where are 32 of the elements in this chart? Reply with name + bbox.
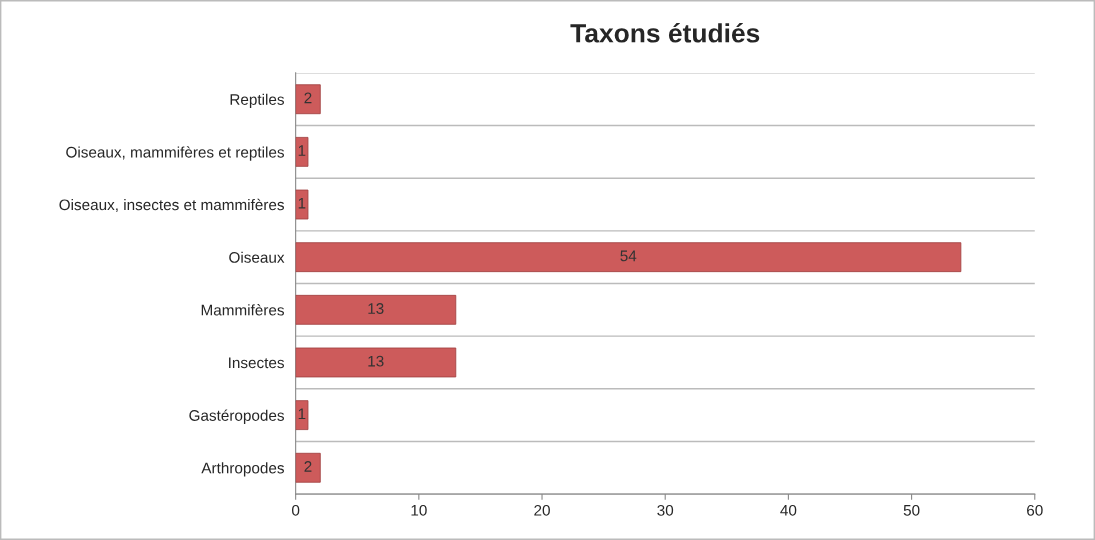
y-tick-label: Gastéropodes bbox=[189, 409, 284, 424]
data-label: 2 bbox=[304, 461, 312, 472]
bar bbox=[295, 452, 321, 483]
bar bbox=[295, 294, 457, 325]
bar bbox=[295, 242, 962, 273]
x-tick-label: 10 bbox=[411, 504, 427, 516]
y-tick-label: Oiseaux, insectes et mammifères bbox=[59, 198, 284, 213]
bar bbox=[295, 84, 321, 115]
bar bbox=[295, 400, 309, 431]
data-label: 2 bbox=[304, 92, 312, 104]
y-tick-label: Reptiles bbox=[230, 93, 284, 108]
data-label: 13 bbox=[368, 355, 384, 367]
x-tick-label: 0 bbox=[292, 504, 300, 516]
x-tick-label: 40 bbox=[780, 504, 797, 516]
y-tick-label: Oiseaux bbox=[229, 251, 285, 263]
y-tick-label: Insectes bbox=[229, 357, 284, 369]
chart-title: Taxons étudiés bbox=[570, 22, 760, 43]
y-tick-label: Mammifères bbox=[201, 304, 284, 316]
data-label: 1 bbox=[298, 145, 306, 156]
x-tick-label: 20 bbox=[534, 504, 550, 516]
bar bbox=[295, 136, 309, 167]
bar bbox=[295, 347, 457, 378]
x-tick-label: 50 bbox=[903, 504, 920, 516]
data-label: 1 bbox=[298, 197, 306, 209]
bar bbox=[295, 189, 309, 220]
data-label: 1 bbox=[298, 408, 306, 420]
y-tick-label: Oiseaux, mammifères et reptiles bbox=[66, 146, 284, 161]
x-tick-label: 60 bbox=[1027, 504, 1043, 516]
data-label: 13 bbox=[368, 303, 384, 314]
x-tick-label: 30 bbox=[657, 504, 674, 516]
data-label: 54 bbox=[620, 250, 637, 262]
y-tick-label: Arthropodes bbox=[201, 462, 284, 477]
